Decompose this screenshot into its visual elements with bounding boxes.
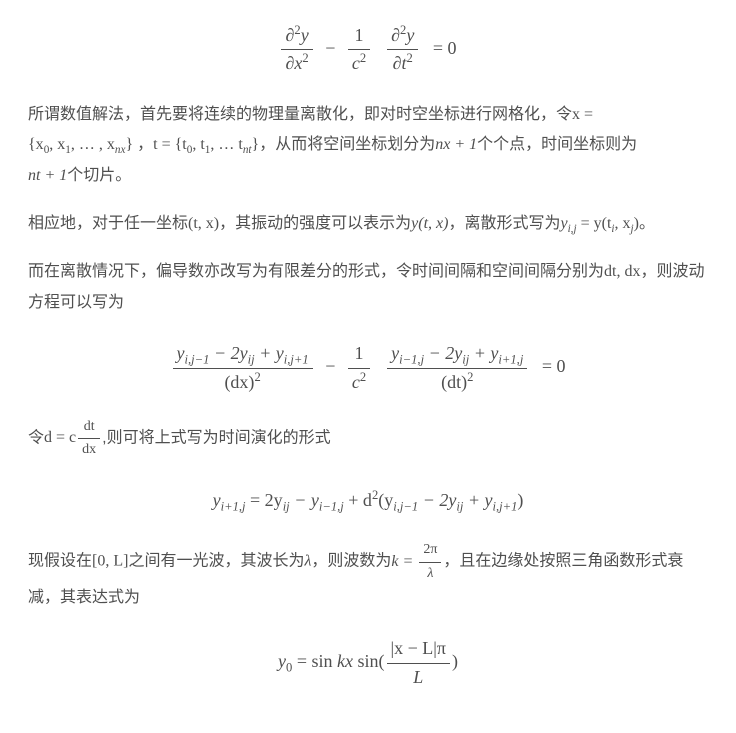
paragraph-define-d: 令d = cdtdx,则可将上式写为时间演化的形式 [28,418,708,459]
document-root: ∂2y ∂x2 − 1 c2 ∂2y ∂t2 = 0 所谓数值解法，首先要将连续… [0,24,736,733]
equation-wave-pde: ∂2y ∂x2 − 1 c2 ∂2y ∂t2 = 0 [28,24,708,76]
equation-time-evolution: yi+1,j = 2yij − yi−1,j + d2(yi,j−1 − 2yi… [28,483,708,517]
paragraph-finite-diff: 而在离散情况下，偏导数亦改写为有限差分的形式，令时间间隔和空间间隔分别为dt, … [28,257,708,318]
equation-initial-wave: y0 = sin kx sin(|x − L|πL) [28,637,708,689]
paragraph-coord: 相应地，对于任一坐标(t, x)，其振动的强度可以表示为y(t, x)，离散形式… [28,209,708,239]
equation-finite-diff: yi,j−1 − 2yij + yi,j+1 (dx)2 − 1 c2 yi−1… [28,342,708,394]
paragraph-discretize: 所谓数值解法，首先要将连续的物理量离散化，即对时空坐标进行网格化，令x = {x… [28,100,708,191]
paragraph-light-wave: 现假设在[0, L]之间有一光波，其波长为λ，则波数为k = 2πλ，且在边缘处… [28,541,708,613]
